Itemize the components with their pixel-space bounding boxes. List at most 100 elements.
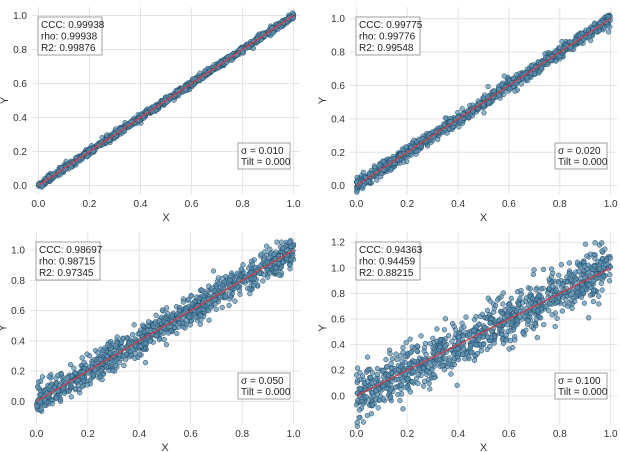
y-tick-label: 0.0 bbox=[13, 181, 27, 192]
scatter-point bbox=[374, 371, 381, 378]
scatter-point bbox=[485, 295, 491, 301]
scatter-point bbox=[354, 189, 360, 195]
y-axis-label: Y bbox=[317, 324, 329, 332]
y-tick-label: 0.8 bbox=[331, 48, 345, 59]
metric-text: rho: 0.99776 bbox=[359, 32, 416, 43]
scatter-point bbox=[596, 301, 602, 307]
x-tick-label: 0.8 bbox=[553, 199, 567, 210]
x-tick-label: 0.4 bbox=[451, 429, 465, 440]
scatter-point bbox=[232, 298, 238, 304]
scatter-point bbox=[581, 300, 588, 306]
scatter-point bbox=[128, 348, 134, 355]
scatter-point bbox=[510, 344, 516, 351]
scatter-point bbox=[400, 406, 406, 412]
scatter-point bbox=[597, 275, 604, 281]
scatter-point bbox=[369, 402, 376, 408]
scatter-point bbox=[75, 377, 81, 384]
scatter-point bbox=[501, 91, 507, 98]
scatter-point bbox=[584, 266, 590, 272]
scatter-point bbox=[601, 25, 607, 31]
scatter-point bbox=[192, 314, 198, 320]
scatter-point bbox=[467, 102, 473, 109]
scatter-point bbox=[152, 320, 158, 326]
y-axis-label: Y bbox=[317, 96, 329, 104]
scatter-point bbox=[480, 342, 487, 348]
y-tick-label: 0.6 bbox=[13, 79, 27, 90]
scatter-point bbox=[383, 356, 389, 363]
scatter-point bbox=[190, 76, 196, 82]
scatter-point bbox=[377, 163, 383, 169]
scatter-point bbox=[406, 361, 412, 367]
y-tick-label: 0.6 bbox=[11, 306, 25, 317]
scatter-point bbox=[367, 375, 374, 381]
scatter-point bbox=[587, 251, 594, 257]
scatter-point bbox=[533, 287, 539, 293]
scatter-point bbox=[454, 382, 460, 389]
scatter-point bbox=[508, 295, 515, 302]
scatter-point bbox=[71, 365, 77, 371]
scatter-point bbox=[499, 327, 505, 334]
scatter-point bbox=[427, 386, 433, 392]
x-tick-label: 0.4 bbox=[134, 199, 148, 210]
scatter-point bbox=[163, 305, 170, 311]
scatter-point bbox=[430, 349, 436, 356]
scatter-point bbox=[525, 318, 531, 324]
scatter-point bbox=[222, 293, 228, 299]
scatter-point bbox=[278, 239, 285, 245]
scatter-point bbox=[46, 374, 52, 380]
y-tick-label: 1.2 bbox=[331, 238, 345, 249]
scatter-point bbox=[112, 362, 119, 369]
scatter-point bbox=[364, 354, 371, 360]
scatter-point bbox=[504, 312, 510, 319]
scatter-point bbox=[400, 344, 406, 351]
x-tick-label: 1.0 bbox=[604, 429, 618, 440]
x-tick-label: 0.0 bbox=[349, 429, 363, 440]
scatter-point bbox=[473, 313, 479, 320]
scatter-point bbox=[485, 334, 491, 341]
scatter-point bbox=[442, 115, 449, 121]
scatter-point bbox=[587, 292, 594, 298]
x-tick-label: 0.0 bbox=[31, 199, 45, 210]
y-tick-label: 0.8 bbox=[13, 45, 27, 56]
scatter-point bbox=[568, 277, 575, 283]
y-tick-label: 0.6 bbox=[331, 315, 345, 326]
scatter-point bbox=[34, 403, 40, 409]
scatter-point bbox=[403, 384, 409, 390]
scatter-point bbox=[566, 271, 572, 277]
scatter-point bbox=[186, 314, 192, 320]
scatter-point bbox=[426, 369, 432, 376]
scatter-point bbox=[517, 295, 523, 302]
y-tick-label: 0.2 bbox=[331, 148, 345, 159]
scatter-point bbox=[474, 350, 481, 357]
scatter-point bbox=[142, 359, 149, 366]
scatter-point bbox=[554, 299, 560, 305]
metric-text: CCC: 0.98697 bbox=[39, 245, 103, 256]
scatter-point bbox=[240, 262, 246, 268]
scatter-point bbox=[132, 355, 138, 362]
scatter-point bbox=[494, 297, 501, 303]
scatter-point bbox=[530, 271, 536, 278]
scatter-point bbox=[397, 397, 403, 404]
scatter-point bbox=[548, 266, 555, 272]
scatter-point bbox=[158, 314, 165, 320]
x-tick-label: 0.6 bbox=[502, 429, 516, 440]
scatter-point bbox=[103, 364, 110, 370]
scatter-point bbox=[113, 343, 119, 349]
scatter-point bbox=[118, 339, 125, 345]
scatter-point bbox=[473, 342, 479, 348]
x-tick-label: 0.8 bbox=[235, 429, 249, 440]
scatter-point bbox=[554, 315, 560, 322]
scatter-point bbox=[410, 368, 416, 374]
scatter-point bbox=[119, 344, 125, 350]
scatter-point bbox=[599, 240, 605, 246]
scatter-point bbox=[356, 407, 363, 413]
x-tick-label: 0.8 bbox=[236, 199, 250, 210]
y-tick-label: 1.0 bbox=[11, 246, 25, 257]
scatter-point bbox=[463, 330, 469, 336]
scatter-point bbox=[403, 144, 409, 150]
scatter-point bbox=[120, 353, 126, 359]
scatter-point bbox=[274, 239, 280, 245]
scatter-point bbox=[395, 391, 401, 398]
